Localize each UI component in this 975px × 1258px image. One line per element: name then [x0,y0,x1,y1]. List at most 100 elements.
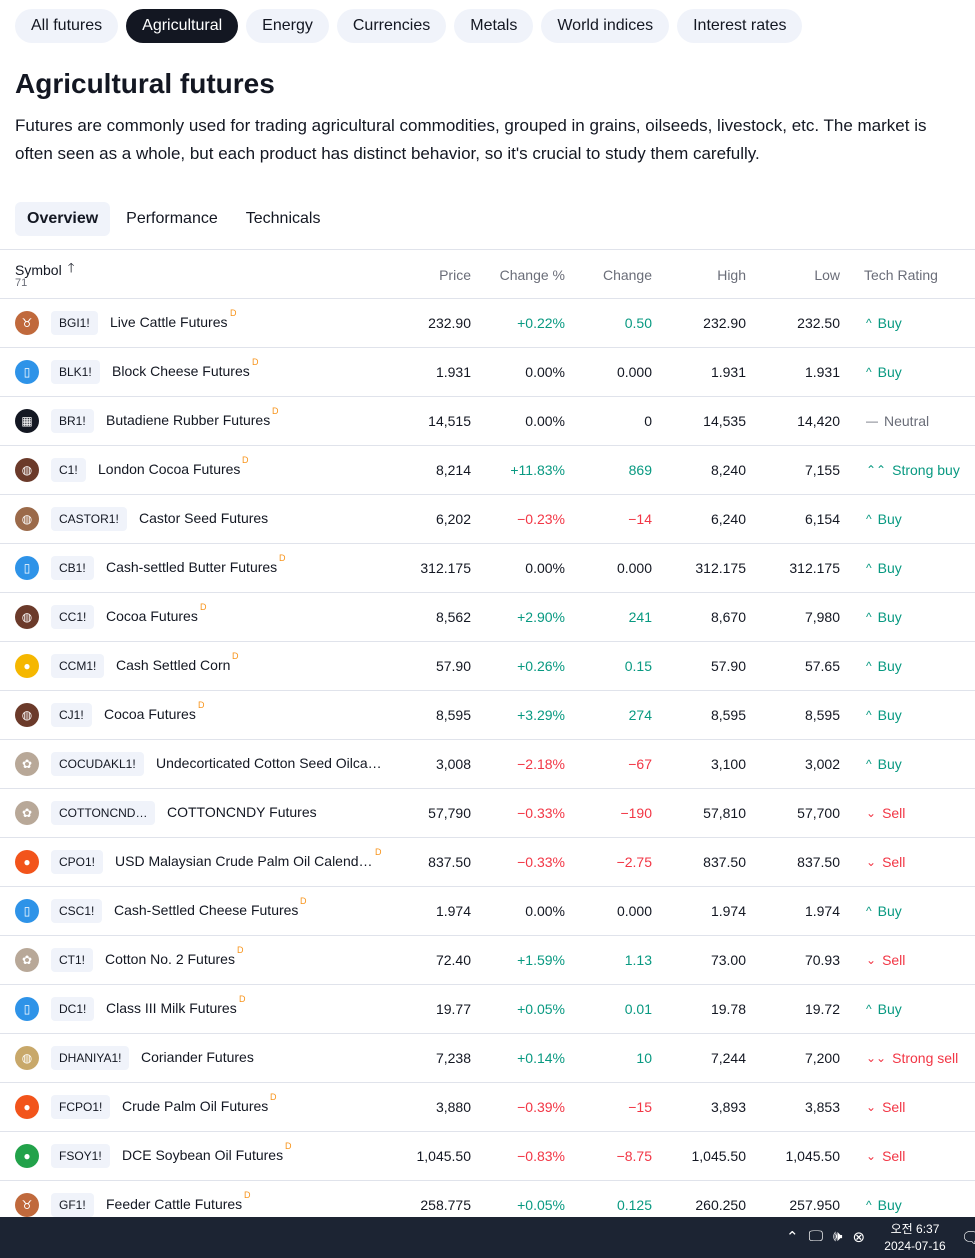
instrument-name[interactable]: Class III Milk Futures [106,1000,237,1016]
delayed-data-badge: D [198,700,205,710]
ticker-badge[interactable]: CSC1! [51,899,103,923]
ticker-badge[interactable]: CC1! [51,605,95,629]
table-row[interactable]: ◍ C1! London Cocoa Futures D 8,214 +11.83% 869… [0,446,975,495]
instrument-name[interactable]: Cocoa Futures [106,608,198,624]
chevron-down-icon: ⌄⌄ [866,1051,887,1065]
chevron-up-icon[interactable]: ⌃ [786,1229,799,1246]
instrument-name[interactable]: Castor Seed Futures [139,510,269,526]
instrument-name[interactable]: Cash Settled Corn [116,657,231,673]
ticker-badge[interactable]: FSOY1! [51,1144,110,1168]
table-row[interactable]: ✿ COCUDAKL1! Undecorticated Cotton Seed Oi… [0,740,975,789]
page-title: Agricultural futures [15,68,275,99]
column-high[interactable]: High [717,267,746,283]
change-cell: −8.75 [616,1148,652,1164]
ticker-badge[interactable]: CJ1! [51,703,92,727]
instrument-name[interactable]: Cocoa Futures [104,706,196,722]
table-row[interactable]: ● FCPO1! Crude Palm Oil Futures D 3,880 −0.39… [0,1083,975,1132]
ticker-badge[interactable]: DC1! [51,997,95,1021]
ticker-badge[interactable]: FCPO1! [51,1095,111,1119]
change-cell: 10 [636,1050,652,1066]
table-row[interactable]: ▯ CB1! Cash-settled Butter Futures D 312.175… [0,544,975,593]
category-pill-world-indices[interactable]: World indices [541,9,670,43]
instrument-name[interactable]: Undecorticated Cotton Seed Oilca… [156,755,382,771]
instrument-name[interactable]: Live Cattle Futures [110,314,228,330]
instrument-name[interactable]: Crude Palm Oil Futures [122,1098,269,1114]
change-pct-cell: +0.05% [517,1197,565,1213]
instrument-name[interactable]: Feeder Cattle Futures [106,1196,243,1212]
tab-performance[interactable]: Performance [126,210,218,227]
category-pill-all-futures[interactable]: All futures [15,9,119,43]
table-row[interactable]: ◍ CJ1! Cocoa Futures D 8,595 +3.29% 274 8,595 8,… [0,691,975,740]
table-row[interactable]: ✿ CT1! Cotton No. 2 Futures D 72.40 +1.59% 1.1… [0,936,975,985]
table-row[interactable]: ▯ CSC1! Cash-Settled Cheese Futures D 1.974 0… [0,887,975,936]
low-cell: 8,595 [804,707,840,723]
table-row[interactable]: ▯ BLK1! Block Cheese Futures D 1.931 0.00% 0.0… [0,348,975,397]
ticker-badge[interactable]: BR1! [51,409,94,433]
tab-overview[interactable]: Overview [15,202,111,236]
high-cell: 3,893 [710,1099,746,1115]
table-row[interactable]: ◍ DHANIYA1! Coriander Futures 7,238 +0.14% 10… [0,1034,975,1083]
table-row[interactable]: ♉ BGI1! Live Cattle Futures D 232.90 +0.22% 0.… [0,299,975,348]
notification-icon[interactable]: 🗨 [961,1230,975,1247]
table-row[interactable]: ◍ CASTOR1! Castor Seed Futures 6,202 −0.23% −… [0,495,975,544]
ticker-badge[interactable]: CT1! [51,948,94,972]
futures-table: ♉ BGI1! Live Cattle Futures D 232.90 +0.22% 0.… [0,299,975,1230]
tab-technicals[interactable]: Technicals [245,210,321,227]
column-change[interactable]: Change [602,267,652,283]
table-row[interactable]: ● CPO1! USD Malaysian Crude Palm Oil Calen… [0,838,975,887]
rubber-icon: ▦ [15,409,39,433]
category-pill-metals[interactable]: Metals [454,9,534,43]
column-change-pct[interactable]: Change % [499,267,565,283]
instrument-name[interactable]: Cotton No. 2 Futures [105,951,235,967]
ticker-badge[interactable]: GF1! [51,1193,94,1217]
ticker-badge[interactable]: COTTONCND… [51,801,156,825]
instrument-name[interactable]: London Cocoa Futures [98,461,241,477]
price-cell: 3,008 [435,756,471,772]
price-cell: 57,790 [428,805,471,821]
tech-rating-label: Neutral [884,413,930,429]
category-pill-agricultural[interactable]: Agricultural [126,9,239,43]
clock[interactable]: 오전 6:37 2024-07-16 [880,1221,950,1255]
change-cell: −190 [620,805,652,821]
instrument-name[interactable]: Block Cheese Futures [112,363,250,379]
ticker-badge[interactable]: CASTOR1! [51,507,127,531]
tech-rating-label: Sell [882,854,906,870]
instrument-name[interactable]: Cash-settled Butter Futures [106,559,278,575]
ticker-badge[interactable]: CPO1! [51,850,104,874]
ticker-badge[interactable]: CB1! [51,556,94,580]
instrument-name[interactable]: Butadiene Rubber Futures [106,412,271,428]
high-cell: 8,595 [710,707,746,723]
low-cell: 1.974 [804,903,840,919]
ticker-badge[interactable]: CCM1! [51,654,105,678]
instrument-name[interactable]: Cash-Settled Cheese Futures [114,902,299,918]
tech-rating-label: Sell [882,1148,906,1164]
instrument-name[interactable]: DCE Soybean Oil Futures [122,1147,284,1163]
close-circle-icon[interactable]: ⊗ [852,1229,866,1246]
network-icon[interactable]: 🖵 [808,1228,824,1245]
table-row[interactable]: ◍ CC1! Cocoa Futures D 8,562 +2.90% 241 8,670 7,… [0,593,975,642]
instrument-name[interactable]: Coriander Futures [141,1049,254,1065]
ticker-badge[interactable]: BLK1! [51,360,100,384]
ticker-badge[interactable]: DHANIYA1! [51,1046,130,1070]
table-row[interactable]: ● CCM1! Cash Settled Corn D 57.90 +0.26% 0.15 5… [0,642,975,691]
category-pill-energy[interactable]: Energy [246,9,329,43]
tech-rating: ⌃⌃ Strong buy [866,462,960,478]
tech-rating-label: Buy [877,707,902,723]
table-row[interactable]: ▦ BR1! Butadiene Rubber Futures D 14,515 0.00… [0,397,975,446]
column-tech-rating[interactable]: Tech Rating [864,267,938,283]
column-low[interactable]: Low [814,267,840,283]
ticker-badge[interactable]: C1! [51,458,86,482]
category-pill-currencies[interactable]: Currencies [336,9,447,43]
speaker-icon[interactable]: 🕪 [833,1228,843,1245]
ticker-badge[interactable]: COCUDAKL1! [51,752,144,776]
category-pill-interest-rates[interactable]: Interest rates [677,9,803,43]
high-cell: 57.90 [710,658,746,674]
column-price[interactable]: Price [439,267,471,283]
column-symbol[interactable]: Symbol 🡑 [15,259,74,281]
instrument-name[interactable]: USD Malaysian Crude Palm Oil Calend… [115,853,373,869]
table-row[interactable]: ✿ COTTONCND… COTTONCNDY Futures 57,790 −0.33… [0,789,975,838]
table-row[interactable]: ▯ DC1! Class III Milk Futures D 19.77 +0.05% 0… [0,985,975,1034]
instrument-name[interactable]: COTTONCNDY Futures [167,804,317,820]
ticker-badge[interactable]: BGI1! [51,311,98,335]
table-row[interactable]: ● FSOY1! DCE Soybean Oil Futures D 1,045.50 −… [0,1132,975,1181]
